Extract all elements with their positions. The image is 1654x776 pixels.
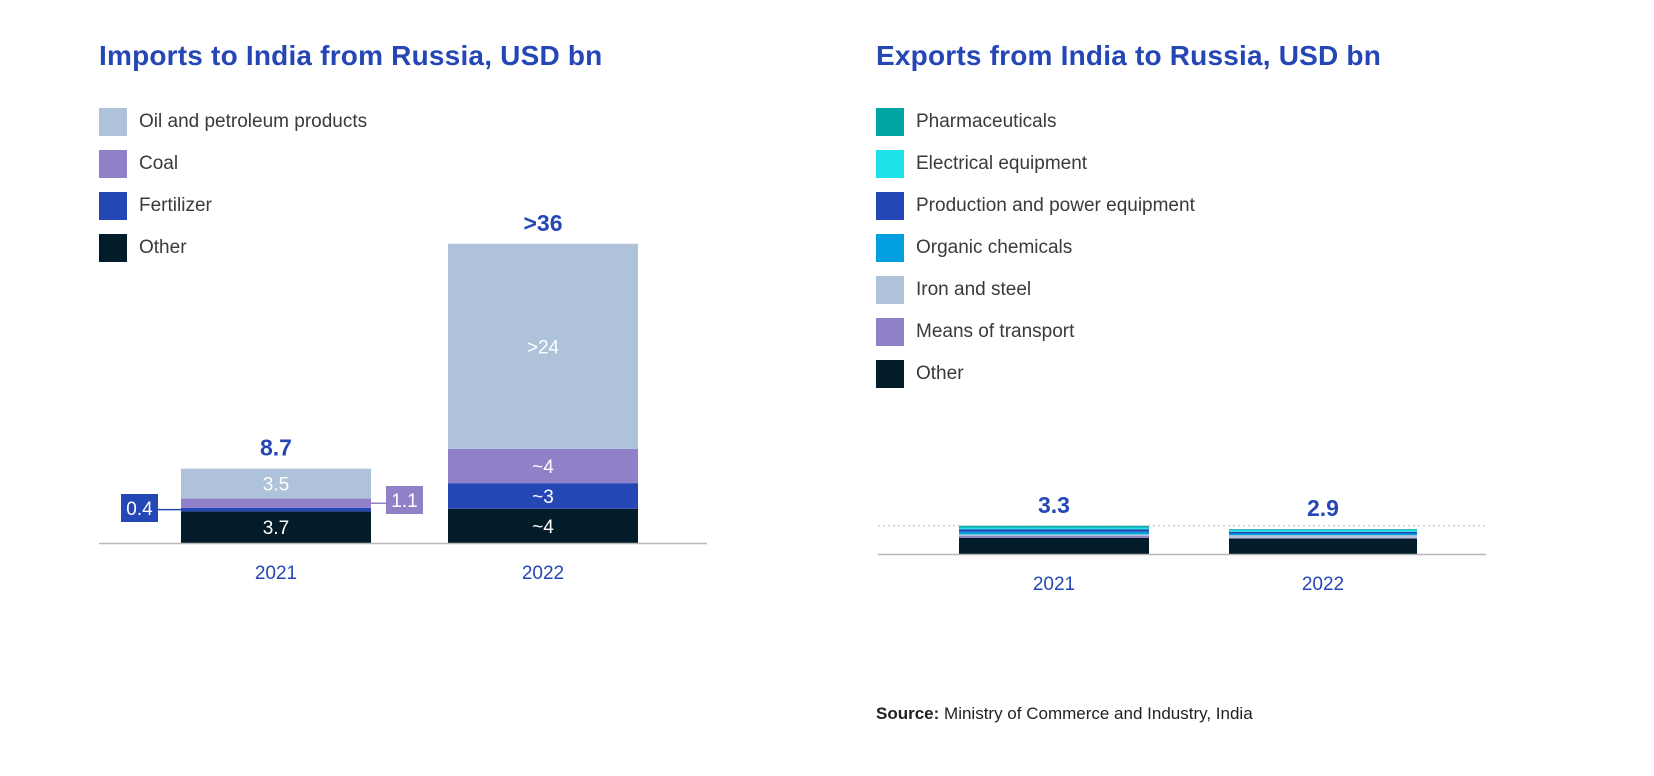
exports-bar-2021-pharmaceuticals (959, 525, 1149, 528)
exports-bar-2022-pharmaceuticals (1229, 529, 1417, 531)
imports-segment-label: ~3 (532, 487, 554, 508)
exports-legend-label: Means of transport (916, 321, 1075, 342)
imports-segment-label: 3.5 (263, 475, 289, 496)
imports-legend-item-fertilizer: Fertilizer (99, 192, 367, 220)
exports-legend-item-pharmaceuticals: Pharmaceuticals (876, 108, 1195, 136)
imports-bar-2022-coal (448, 448, 638, 484)
exports-total-label-2021: 3.3 (1038, 492, 1070, 518)
imports-legend-swatch (99, 234, 127, 262)
exports-bar-2022-other (1229, 538, 1417, 554)
imports-bar-2021-oil-and-petroleum-products (181, 468, 371, 499)
imports-bar-2022-other (448, 508, 638, 543)
exports-bar-2021-production-and-power-equipment (959, 529, 1149, 532)
imports-chart: 3.7 0.4 1.1 3.5 8.7 2021 ~4 ~3 ~4 >24 >36 2022 (99, 210, 707, 584)
exports-chart: 3.3 2021 2.9 2022 (878, 492, 1486, 595)
imports-callout-label: 1.1 (391, 491, 417, 512)
exports-legend-label: Organic chemicals (916, 237, 1073, 258)
imports-legend-swatch (99, 108, 127, 136)
imports-segment-label: ~4 (532, 517, 554, 538)
exports-legend: Pharmaceuticals Electrical equipment Produ… (876, 108, 1195, 402)
imports-legend-item-other: Other (99, 234, 367, 262)
imports-legend-swatch (99, 192, 127, 220)
imports-chart-title: Imports to India from Russia, USD bn (99, 40, 603, 71)
exports-legend-label: Production and power equipment (916, 195, 1195, 216)
imports-legend-item-oil-and-petroleum-products: Oil and petroleum products (99, 108, 367, 136)
exports-bar-2022-iron-and-steel (1229, 535, 1417, 538)
exports-category-label-2022: 2022 (1302, 574, 1344, 595)
exports-bar-2021-electrical-equipment (959, 527, 1149, 530)
imports-bar-2021-coal (181, 498, 371, 508)
exports-legend-swatch (876, 234, 904, 262)
exports-legend-swatch (876, 318, 904, 346)
exports-legend-swatch (876, 192, 904, 220)
exports-legend-item-means-of-transport: Means of transport (876, 318, 1195, 346)
exports-legend-item-organic-chemicals: Organic chemicals (876, 234, 1195, 262)
imports-category-label-2021: 2021 (255, 563, 297, 584)
imports-bar-2022-fertilizer (448, 483, 638, 509)
exports-legend-swatch (876, 276, 904, 304)
exports-legend-item-iron-and-steel: Iron and steel (876, 276, 1195, 304)
imports-legend-label: Fertilizer (139, 195, 212, 216)
exports-legend-swatch (876, 108, 904, 136)
source-text: Ministry of Commerce and Industry, India (944, 704, 1253, 723)
imports-legend-label: Coal (139, 153, 179, 174)
exports-legend-item-electrical-equipment: Electrical equipment (876, 150, 1195, 178)
imports-legend-label: Oil and petroleum products (139, 111, 368, 132)
imports-callout-label: 0.4 (126, 499, 153, 520)
exports-bar-2022-electrical-equipment (1229, 530, 1417, 532)
imports-legend: Oil and petroleum products Coal Fertilizer… (99, 108, 367, 276)
imports-legend-item-coal: Coal (99, 150, 367, 178)
source-note: Source: Ministry of Commerce and Industr… (876, 704, 1253, 724)
imports-total-label-2022: >36 (523, 210, 562, 236)
imports-bar-2021-fertilizer (181, 507, 371, 512)
imports-segment-label: 3.7 (263, 518, 289, 539)
imports-total-label-2021: 8.7 (260, 435, 292, 461)
imports-category-label-2022: 2022 (522, 563, 564, 584)
imports-segment-label: >24 (527, 337, 560, 358)
exports-legend-label: Other (916, 363, 964, 384)
exports-legend-item-production-and-power-equipment: Production and power equipment (876, 192, 1195, 220)
exports-legend-swatch (876, 150, 904, 178)
exports-legend-label: Electrical equipment (916, 153, 1088, 174)
exports-bar-2022-organic-chemicals (1229, 533, 1417, 536)
exports-bar-2021-organic-chemicals (959, 531, 1149, 535)
exports-legend-label: Pharmaceuticals (916, 111, 1057, 132)
exports-legend-label: Iron and steel (916, 279, 1032, 300)
imports-callout-box (121, 494, 158, 522)
source-label: Source: (876, 704, 940, 723)
exports-bar-2022-production-and-power-equipment (1229, 531, 1417, 534)
imports-callout-box (386, 486, 423, 514)
imports-bar-2021-other (181, 511, 371, 543)
imports-bar-2022-oil-and-petroleum-products (448, 243, 638, 449)
imports-legend-label: Other (139, 237, 187, 258)
exports-category-label-2021: 2021 (1033, 574, 1075, 595)
exports-total-label-2022: 2.9 (1307, 495, 1339, 521)
exports-bar-2021-iron-and-steel (959, 534, 1149, 537)
exports-bar-2021-other (959, 537, 1149, 554)
exports-bar-2022-means-of-transport (1229, 537, 1417, 539)
exports-legend-swatch (876, 360, 904, 388)
imports-segment-label: ~4 (532, 457, 554, 478)
imports-legend-swatch (99, 150, 127, 178)
exports-legend-item-other: Other (876, 360, 1195, 388)
exports-chart-title: Exports from India to Russia, USD bn (876, 40, 1382, 71)
exports-bar-2021-means-of-transport (959, 536, 1149, 538)
